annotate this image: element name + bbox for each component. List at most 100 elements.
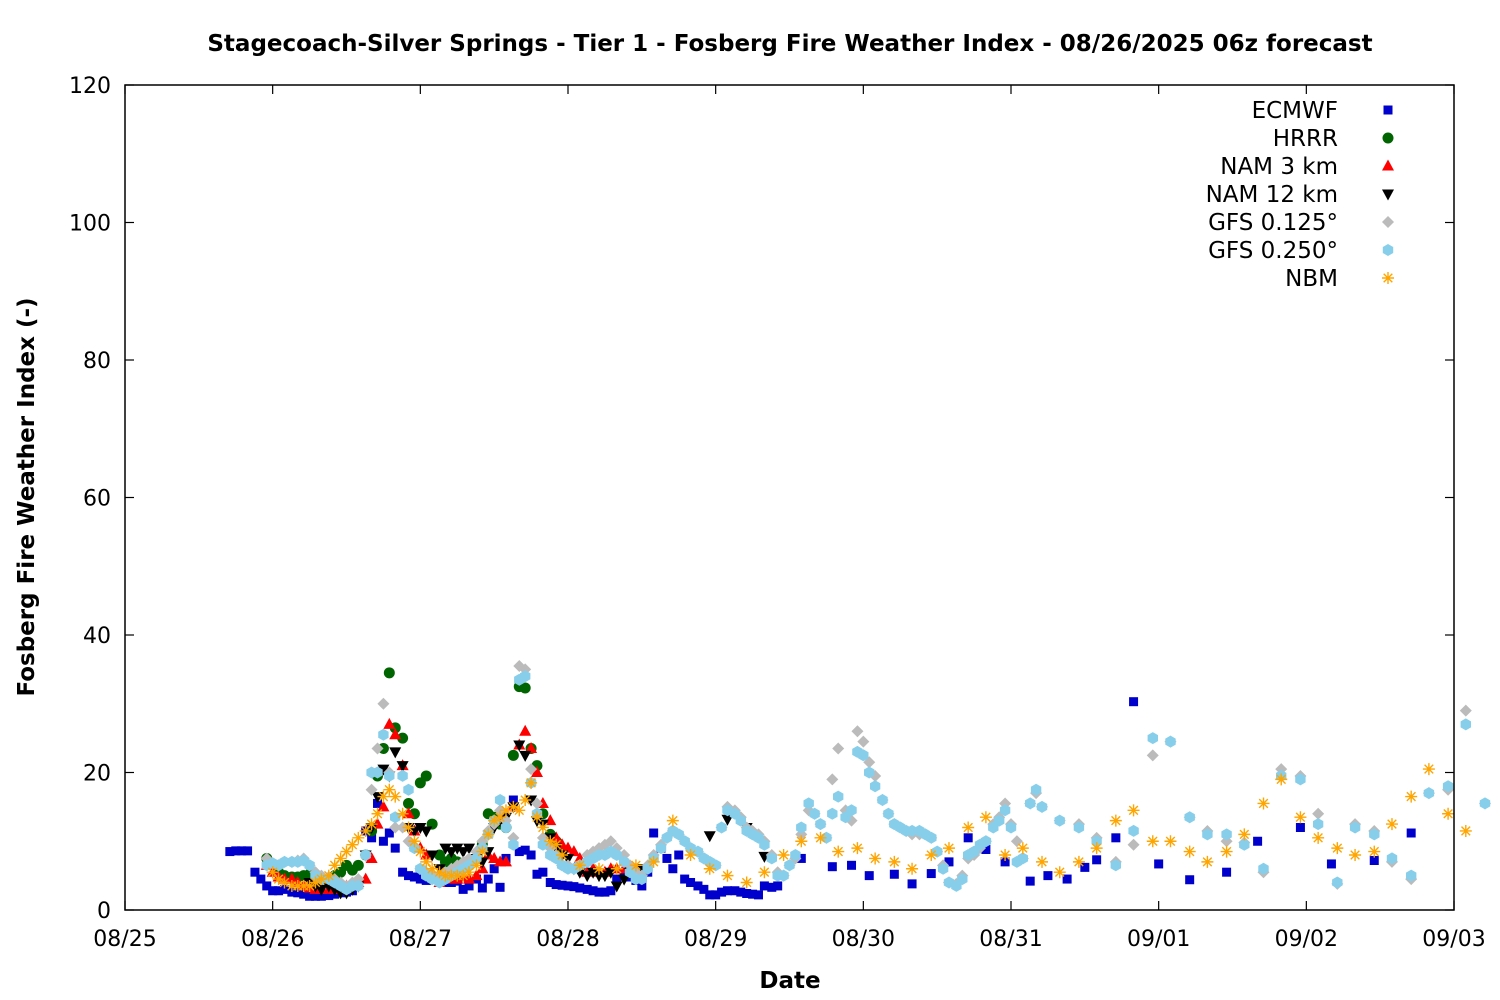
data-point <box>784 859 795 872</box>
legend-label: ECMWF <box>1252 98 1338 124</box>
data-point <box>1201 855 1214 868</box>
data-point <box>519 750 532 762</box>
data-point <box>833 790 844 803</box>
data-point <box>926 831 937 844</box>
data-point <box>378 836 388 846</box>
data-point <box>612 874 622 884</box>
data-point <box>1036 800 1048 813</box>
data-point <box>415 874 425 884</box>
data-point <box>373 798 383 808</box>
data-point <box>766 852 777 865</box>
data-point <box>759 838 770 851</box>
data-point <box>637 881 647 891</box>
data-point <box>513 740 526 752</box>
data-point <box>826 773 839 786</box>
data-point <box>1313 818 1324 831</box>
legend-label: GFS 0.250° <box>1208 238 1338 264</box>
data-point <box>889 869 899 879</box>
data-point <box>1349 821 1361 834</box>
data-point <box>551 880 561 890</box>
data-point <box>1406 828 1416 838</box>
data-point <box>488 814 501 827</box>
data-point <box>1062 874 1072 884</box>
chart-title: Stagecoach-Silver Springs - Tier 1 - Fos… <box>207 31 1372 57</box>
data-point <box>367 833 377 843</box>
data-point <box>699 884 709 894</box>
data-point <box>1127 804 1140 817</box>
data-point <box>870 780 881 793</box>
data-point <box>365 783 378 796</box>
data-point <box>526 850 536 860</box>
data-point <box>556 849 569 861</box>
data-point <box>477 883 487 893</box>
data-point <box>777 849 790 861</box>
data-point <box>1072 855 1085 868</box>
data-point <box>979 811 992 824</box>
x-tick-label: 08/29 <box>684 927 747 952</box>
data-point <box>981 845 991 854</box>
data-point <box>426 850 439 862</box>
data-point <box>520 845 530 855</box>
data-point <box>722 886 732 896</box>
data-point <box>1025 876 1035 886</box>
data-point <box>942 842 955 855</box>
data-point <box>328 859 341 872</box>
data-point <box>389 790 402 803</box>
data-point <box>519 682 531 694</box>
data-point <box>1349 849 1362 861</box>
data-point <box>420 770 432 782</box>
data-point <box>1239 838 1250 851</box>
data-point <box>352 831 365 844</box>
data-point <box>883 807 894 820</box>
data-point <box>1479 797 1491 810</box>
data-point <box>266 866 279 879</box>
data-point <box>611 849 622 861</box>
data-point <box>796 821 807 834</box>
data-point <box>420 826 433 838</box>
y-tick-label: 40 <box>83 624 111 649</box>
data-point <box>315 884 328 896</box>
data-point <box>372 766 383 779</box>
data-point <box>588 886 598 896</box>
data-point <box>636 873 647 886</box>
data-point <box>610 881 623 893</box>
data-point <box>814 831 827 844</box>
data-point <box>414 823 427 834</box>
y-tick-label: 60 <box>83 487 111 512</box>
legend-label: NAM 3 km <box>1220 154 1338 180</box>
data-point <box>1258 862 1269 875</box>
data-point <box>389 728 402 740</box>
data-point <box>1369 856 1379 865</box>
data-point <box>353 879 364 892</box>
y-tick-label: 80 <box>83 349 111 374</box>
y-tick-label: 20 <box>83 762 111 787</box>
plot-frame <box>124 84 1455 911</box>
data-point <box>1036 855 1049 868</box>
data-point <box>557 880 567 890</box>
data-point <box>1295 823 1305 832</box>
data-point <box>742 889 752 898</box>
data-point <box>803 797 814 810</box>
data-point <box>1221 828 1232 841</box>
data-point <box>499 855 512 867</box>
data-point <box>458 884 468 894</box>
data-point <box>703 862 716 875</box>
data-point <box>864 766 875 779</box>
data-point <box>1368 845 1381 858</box>
x-tick-label: 08/31 <box>979 927 1042 952</box>
data-point <box>426 862 439 875</box>
data-point <box>299 889 309 899</box>
data-point <box>525 763 538 776</box>
legend-marker <box>1382 216 1394 228</box>
data-point <box>937 862 949 875</box>
data-point <box>1386 852 1398 865</box>
data-point <box>536 821 549 834</box>
data-point <box>495 882 505 892</box>
data-point <box>962 821 975 834</box>
data-point <box>1073 821 1085 834</box>
data-point <box>272 873 285 886</box>
data-point <box>1054 814 1065 827</box>
data-point <box>1442 807 1455 820</box>
data-point <box>705 890 715 900</box>
data-point <box>530 766 543 777</box>
